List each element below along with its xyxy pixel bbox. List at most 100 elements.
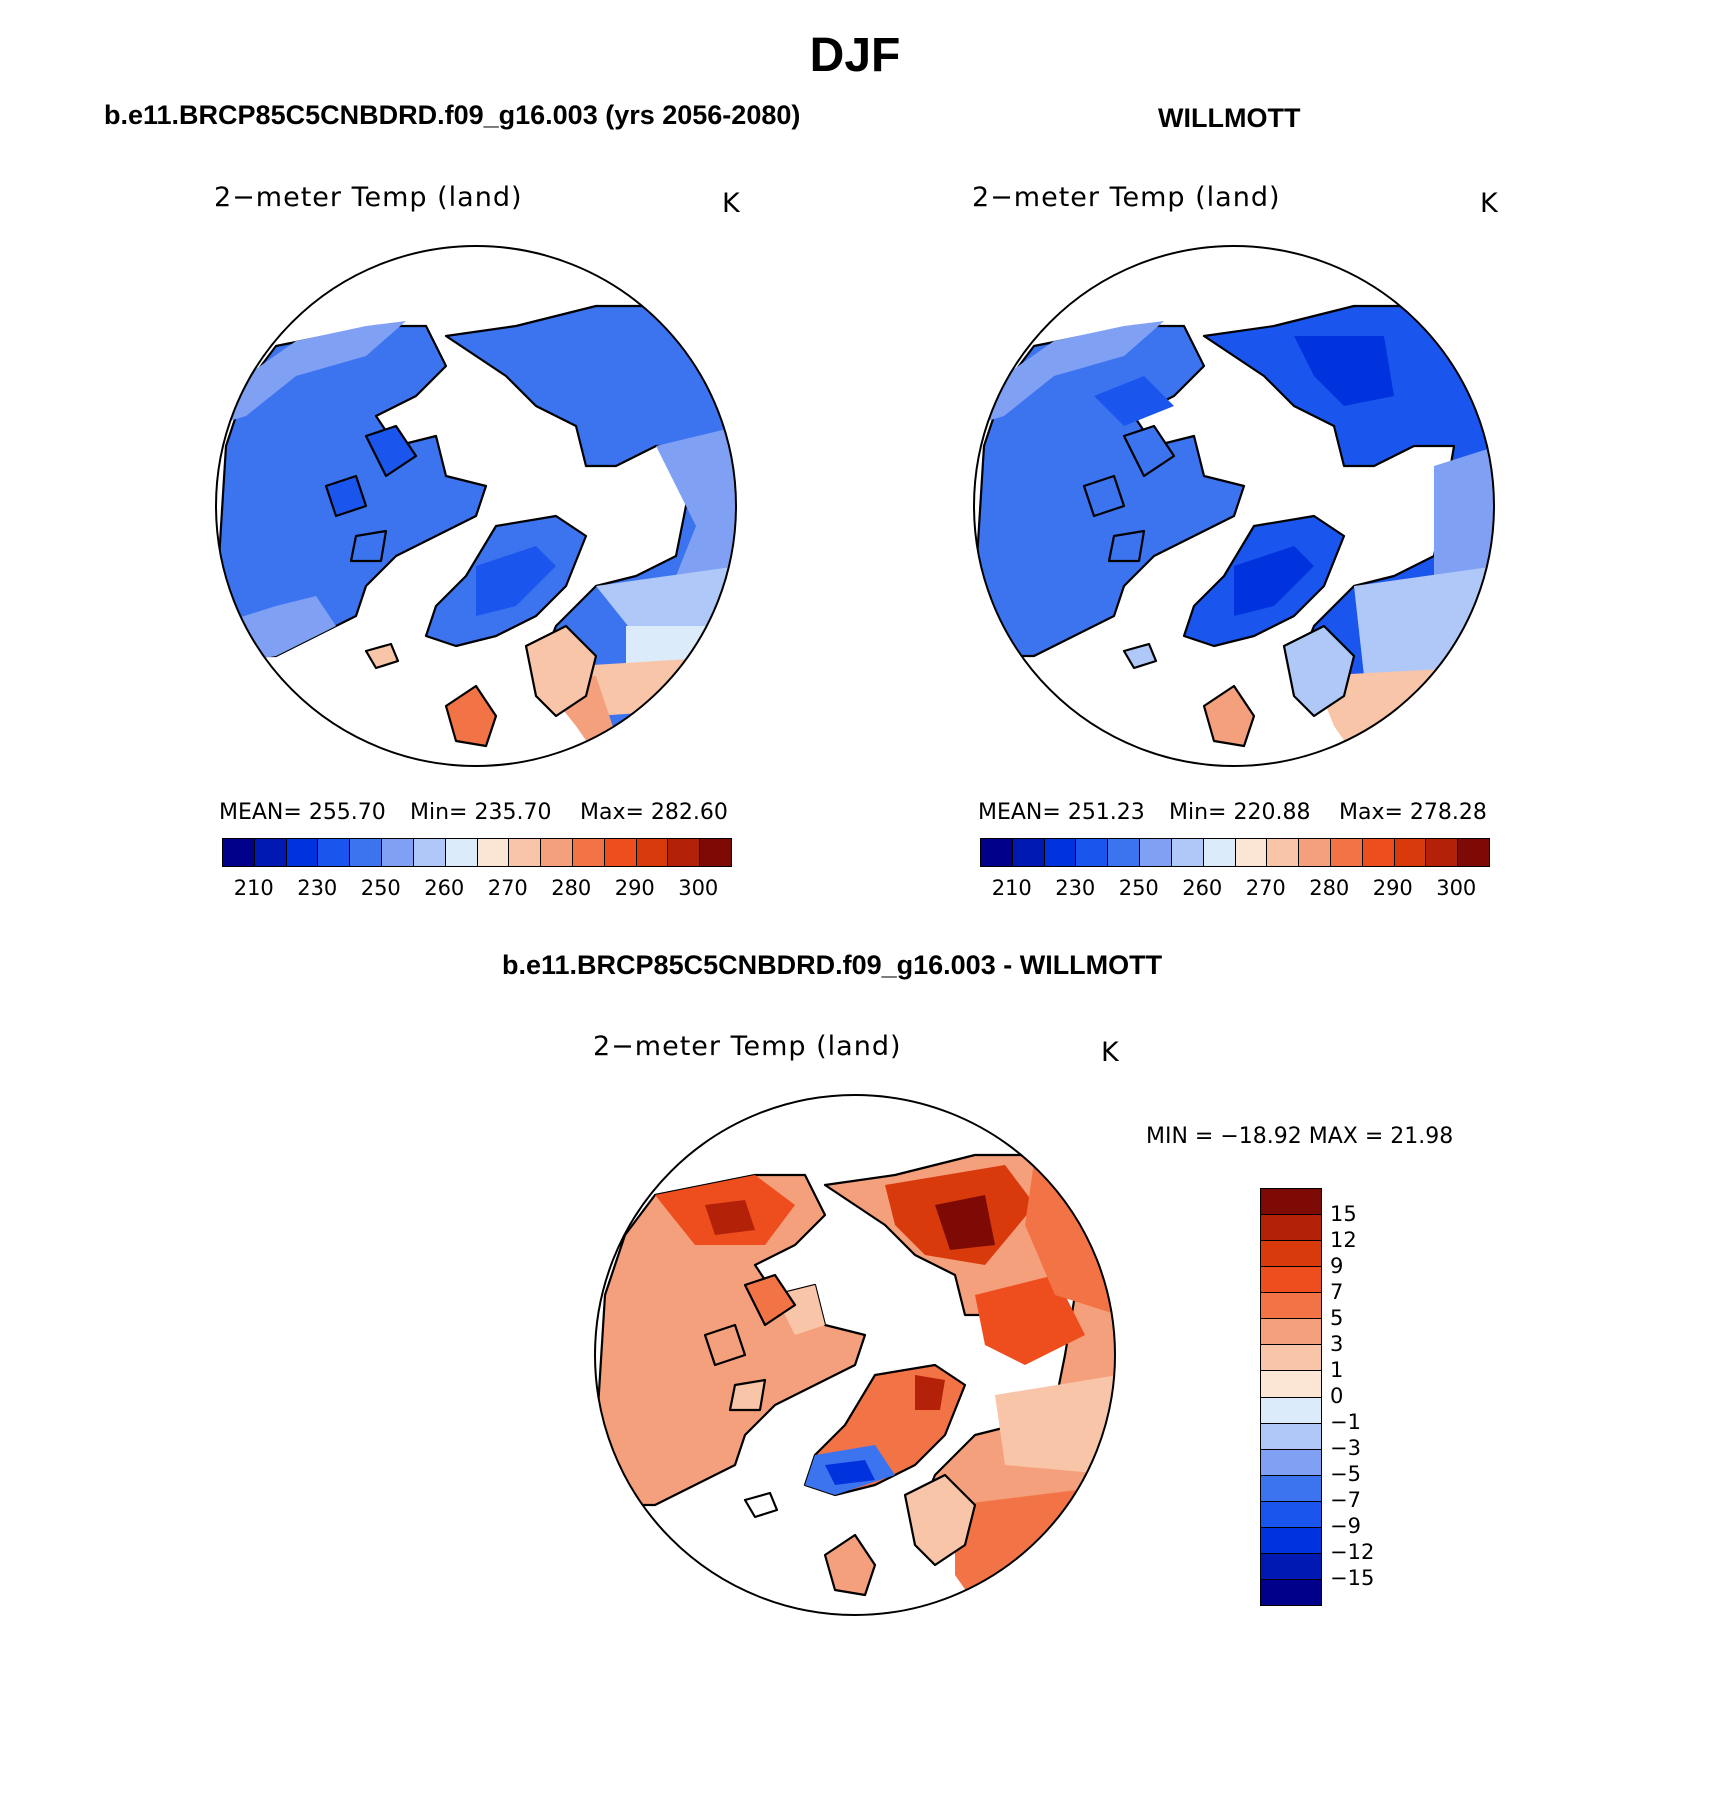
colorbar-tick-label: 300 [1436,876,1477,900]
colorbar-swatch [1261,1371,1321,1398]
colorbar-swatch [1108,839,1141,866]
colorbar-swatch [1261,1345,1321,1372]
colorbar-swatch [254,839,287,866]
obs-max-stat: Max= 278.28 [1339,800,1487,825]
colorbar-swatch [1261,1475,1321,1502]
obs-min-stat: Min= 220.88 [1169,800,1311,825]
diff-minmax-stat: MIN = −18.92 MAX = 21.98 [1146,1124,1454,1149]
obs-iceland [1122,642,1158,670]
colorbar-swatch [1012,839,1045,866]
model-units-label: K [722,188,741,219]
obs-colorbar-ticks: 210 230 250 260 270 280 290 300 [980,876,1488,900]
colorbar-tick-label: 290 [614,876,655,900]
colorbar-swatch [1261,1215,1321,1242]
colorbar-tick-label: 230 [1055,876,1096,900]
colorbar-swatch [1044,839,1077,866]
colorbar-swatch [1261,1501,1321,1528]
colorbar-swatch [350,839,383,866]
colorbar-tick-label: −9 [1330,1514,1361,1538]
colorbar-tick-label: −12 [1330,1540,1375,1564]
colorbar-swatch [1203,839,1236,866]
model-colorbar-ticks: 210 230 250 260 270 280 290 300 [222,876,730,900]
colorbar-swatch [541,839,573,866]
model-variable-label: 2−meter Temp (land) [214,182,523,213]
model-max-stat: Max= 282.60 [580,800,728,825]
colorbar-swatch [413,839,446,866]
colorbar-swatch [1394,839,1427,866]
model-mean-stat: MEAN= 255.70 [219,800,386,825]
colorbar-swatch [1362,839,1395,866]
obs-map-border [973,245,1495,767]
obs-polar-map [973,245,1495,767]
colorbar-swatch [1261,1189,1321,1216]
obs-units-label: K [1480,188,1499,219]
colorbar-tick-label: 270 [487,876,528,900]
colorbar-tick-label: −1 [1330,1410,1361,1434]
colorbar-swatch [604,839,637,866]
colorbar-swatch [1235,839,1268,866]
colorbar-tick-label: 250 [1118,876,1159,900]
colorbar-swatch [1171,839,1204,866]
colorbar-swatch [1261,1267,1321,1294]
colorbar-swatch [1261,1579,1321,1605]
colorbar-swatch [1261,1319,1321,1346]
colorbar-tick-label: 260 [1182,876,1223,900]
colorbar-tick-label: 210 [233,876,274,900]
colorbar-swatch [1267,839,1300,866]
figure-title: DJF [809,29,901,82]
colorbar-tick-label: 270 [1245,876,1286,900]
colorbar-tick-label: 300 [678,876,719,900]
diff-colorbar-ticks: 15 12 9 7 5 3 1 0 −1 −3 −5 −7 −9 −12 −15 [1330,1188,1410,1604]
colorbar-tick-label: 280 [1309,876,1350,900]
colorbar-tick-label: 210 [991,876,1032,900]
colorbar-swatch [1076,839,1109,866]
colorbar-tick-label: 5 [1330,1306,1344,1330]
colorbar-swatch [445,839,478,866]
colorbar-tick-label: −7 [1330,1488,1361,1512]
colorbar-swatch [981,839,1013,866]
colorbar-tick-label: 9 [1330,1254,1344,1278]
colorbar-tick-label: 15 [1330,1202,1357,1226]
colorbar-swatch [223,839,255,866]
diff-variable-label: 2−meter Temp (land) [593,1031,902,1062]
colorbar-swatch [509,839,542,866]
colorbar-tick-label: 0 [1330,1384,1344,1408]
colorbar-swatch [700,839,731,866]
colorbar-tick-label: 250 [360,876,401,900]
model-colorbar [222,838,732,867]
diff-map-border [594,1094,1116,1616]
colorbar-tick-label: 260 [424,876,465,900]
obs-variable-label: 2−meter Temp (land) [972,182,1281,213]
diff-uk [823,1533,877,1597]
colorbar-tick-label: 230 [297,876,338,900]
colorbar-tick-label: −3 [1330,1436,1361,1460]
colorbar-swatch [1426,839,1459,866]
colorbar-swatch [286,839,319,866]
model-map-border [215,245,737,767]
model-min-stat: Min= 235.70 [410,800,552,825]
colorbar-tick-label: 290 [1372,876,1413,900]
colorbar-tick-label: 1 [1330,1358,1344,1382]
colorbar-tick-label: −15 [1330,1566,1375,1590]
diff-units-label: K [1101,1037,1120,1068]
colorbar-swatch [1261,1449,1321,1476]
model-polar-map [215,245,737,767]
colorbar-swatch [668,839,701,866]
colorbar-swatch [1261,1527,1321,1554]
colorbar-swatch [1299,839,1331,866]
diff-polar-map [594,1094,1116,1616]
colorbar-swatch [1458,839,1489,866]
diff-scandinavia [903,1473,977,1567]
colorbar-swatch [477,839,510,866]
colorbar-swatch [1330,839,1363,866]
obs-scandinavia [1282,624,1356,718]
colorbar-swatch [382,839,414,866]
model-uk [444,684,498,748]
diff-panel-title: b.e11.BRCP85C5CNBDRD.f09_g16.003 - WILLM… [502,950,1163,980]
colorbar-swatch [1261,1423,1321,1450]
colorbar-swatch [572,839,605,866]
model-iceland [364,642,400,670]
colorbar-tick-label: 12 [1330,1228,1357,1252]
colorbar-tick-label: 280 [551,876,592,900]
obs-mean-stat: MEAN= 251.23 [978,800,1145,825]
